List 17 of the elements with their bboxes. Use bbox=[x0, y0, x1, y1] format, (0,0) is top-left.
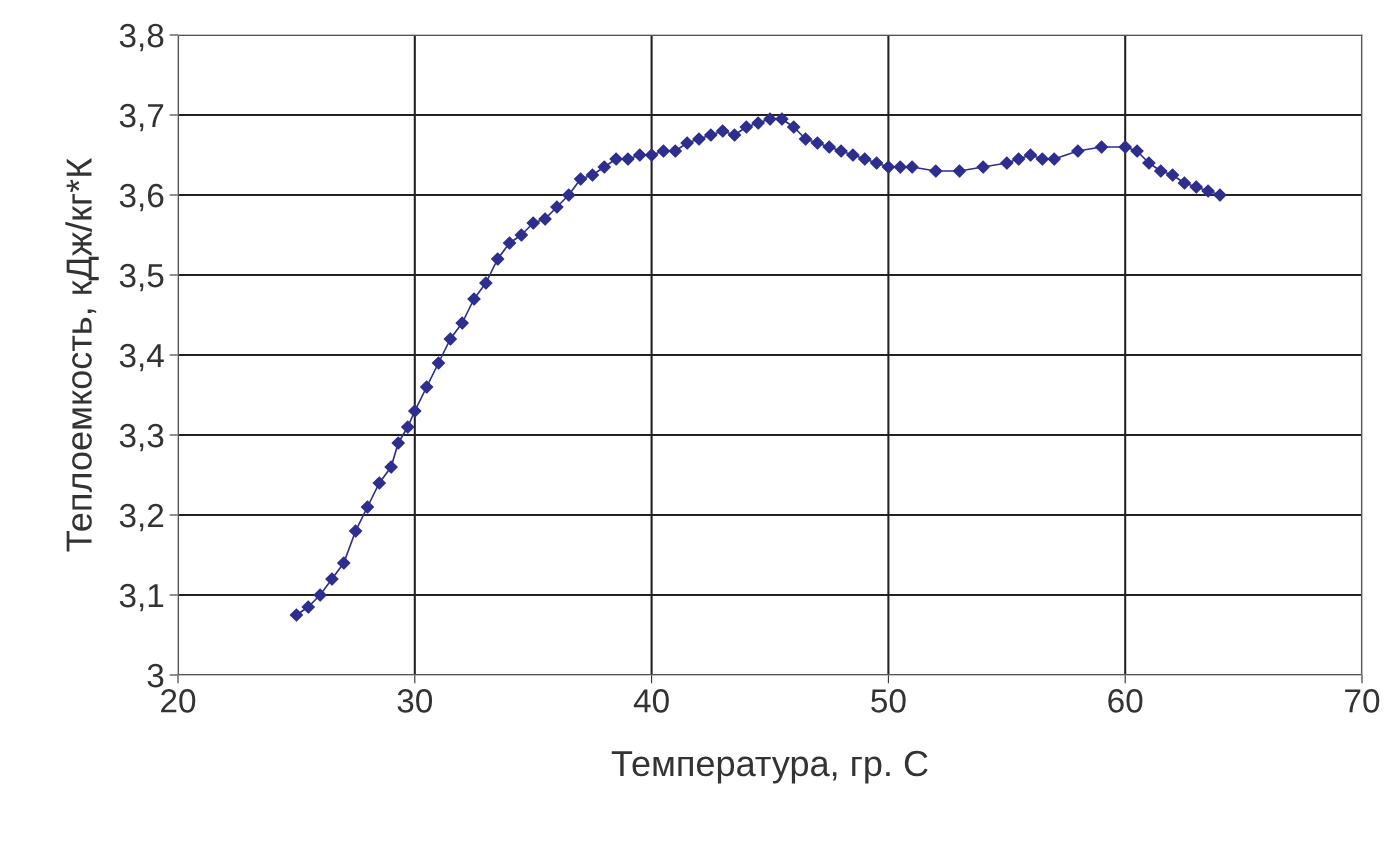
y-axis-title: Теплоемкость, кДж/кг*К bbox=[65, 158, 99, 552]
x-tick-label: 40 bbox=[633, 689, 669, 713]
x-tick-label: 50 bbox=[871, 689, 906, 713]
y-tick-label: 3,8 bbox=[119, 23, 164, 52]
y-tick-label: 3,4 bbox=[119, 343, 164, 372]
y-tick-label: 3 bbox=[147, 663, 164, 688]
x-tick-label: 60 bbox=[1108, 689, 1143, 713]
x-axis-title: Температура, гр. С bbox=[611, 750, 928, 784]
y-tick-label: 3,5 bbox=[119, 263, 164, 292]
y-tick-label: 3,1 bbox=[119, 583, 164, 612]
x-tick-label: 70 bbox=[1345, 689, 1380, 713]
x-tick-label: 20 bbox=[161, 689, 196, 713]
x-tick-label: 30 bbox=[397, 689, 433, 713]
y-tick-label: 3,2 bbox=[119, 503, 164, 532]
y-tick-label: 3,6 bbox=[119, 183, 164, 212]
y-tick-label: 3,3 bbox=[119, 423, 164, 452]
y-tick-label: 3,7 bbox=[119, 103, 164, 132]
